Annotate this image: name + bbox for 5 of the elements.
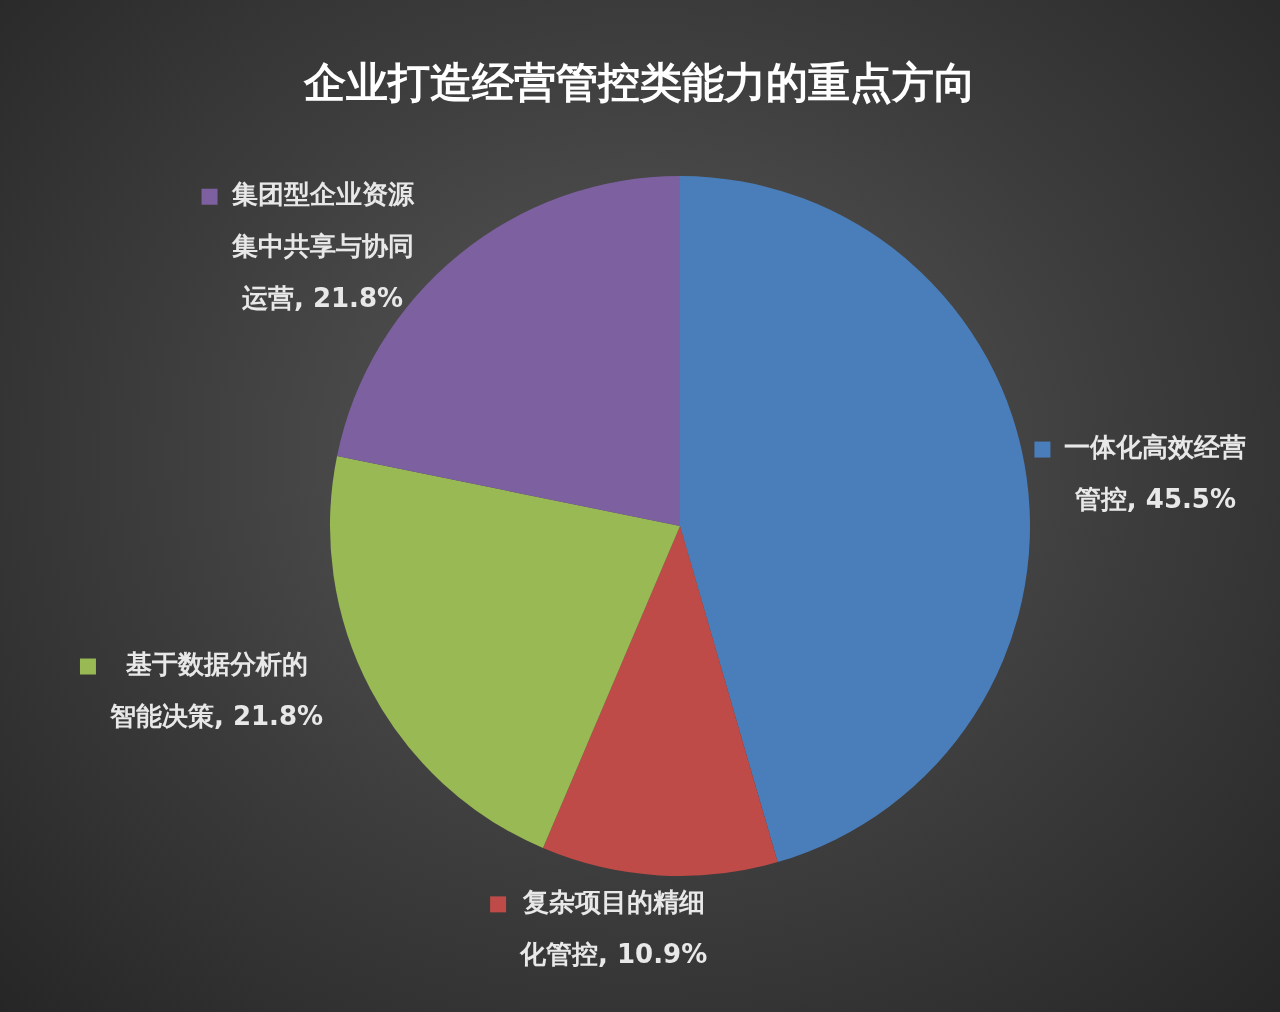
legend-label: 集团型企业资源集中共享与协同运营, 21.8% bbox=[230, 179, 415, 314]
legend-label: 复杂项目的精细化管控, 10.9% bbox=[519, 887, 708, 970]
legend-label: 一体化高效经营管控, 45.5% bbox=[1064, 432, 1247, 515]
chart-title: 企业打造经营管控类能力的重点方向 bbox=[302, 57, 977, 109]
legend-label: 基于数据分析的智能决策, 21.8% bbox=[108, 649, 324, 732]
